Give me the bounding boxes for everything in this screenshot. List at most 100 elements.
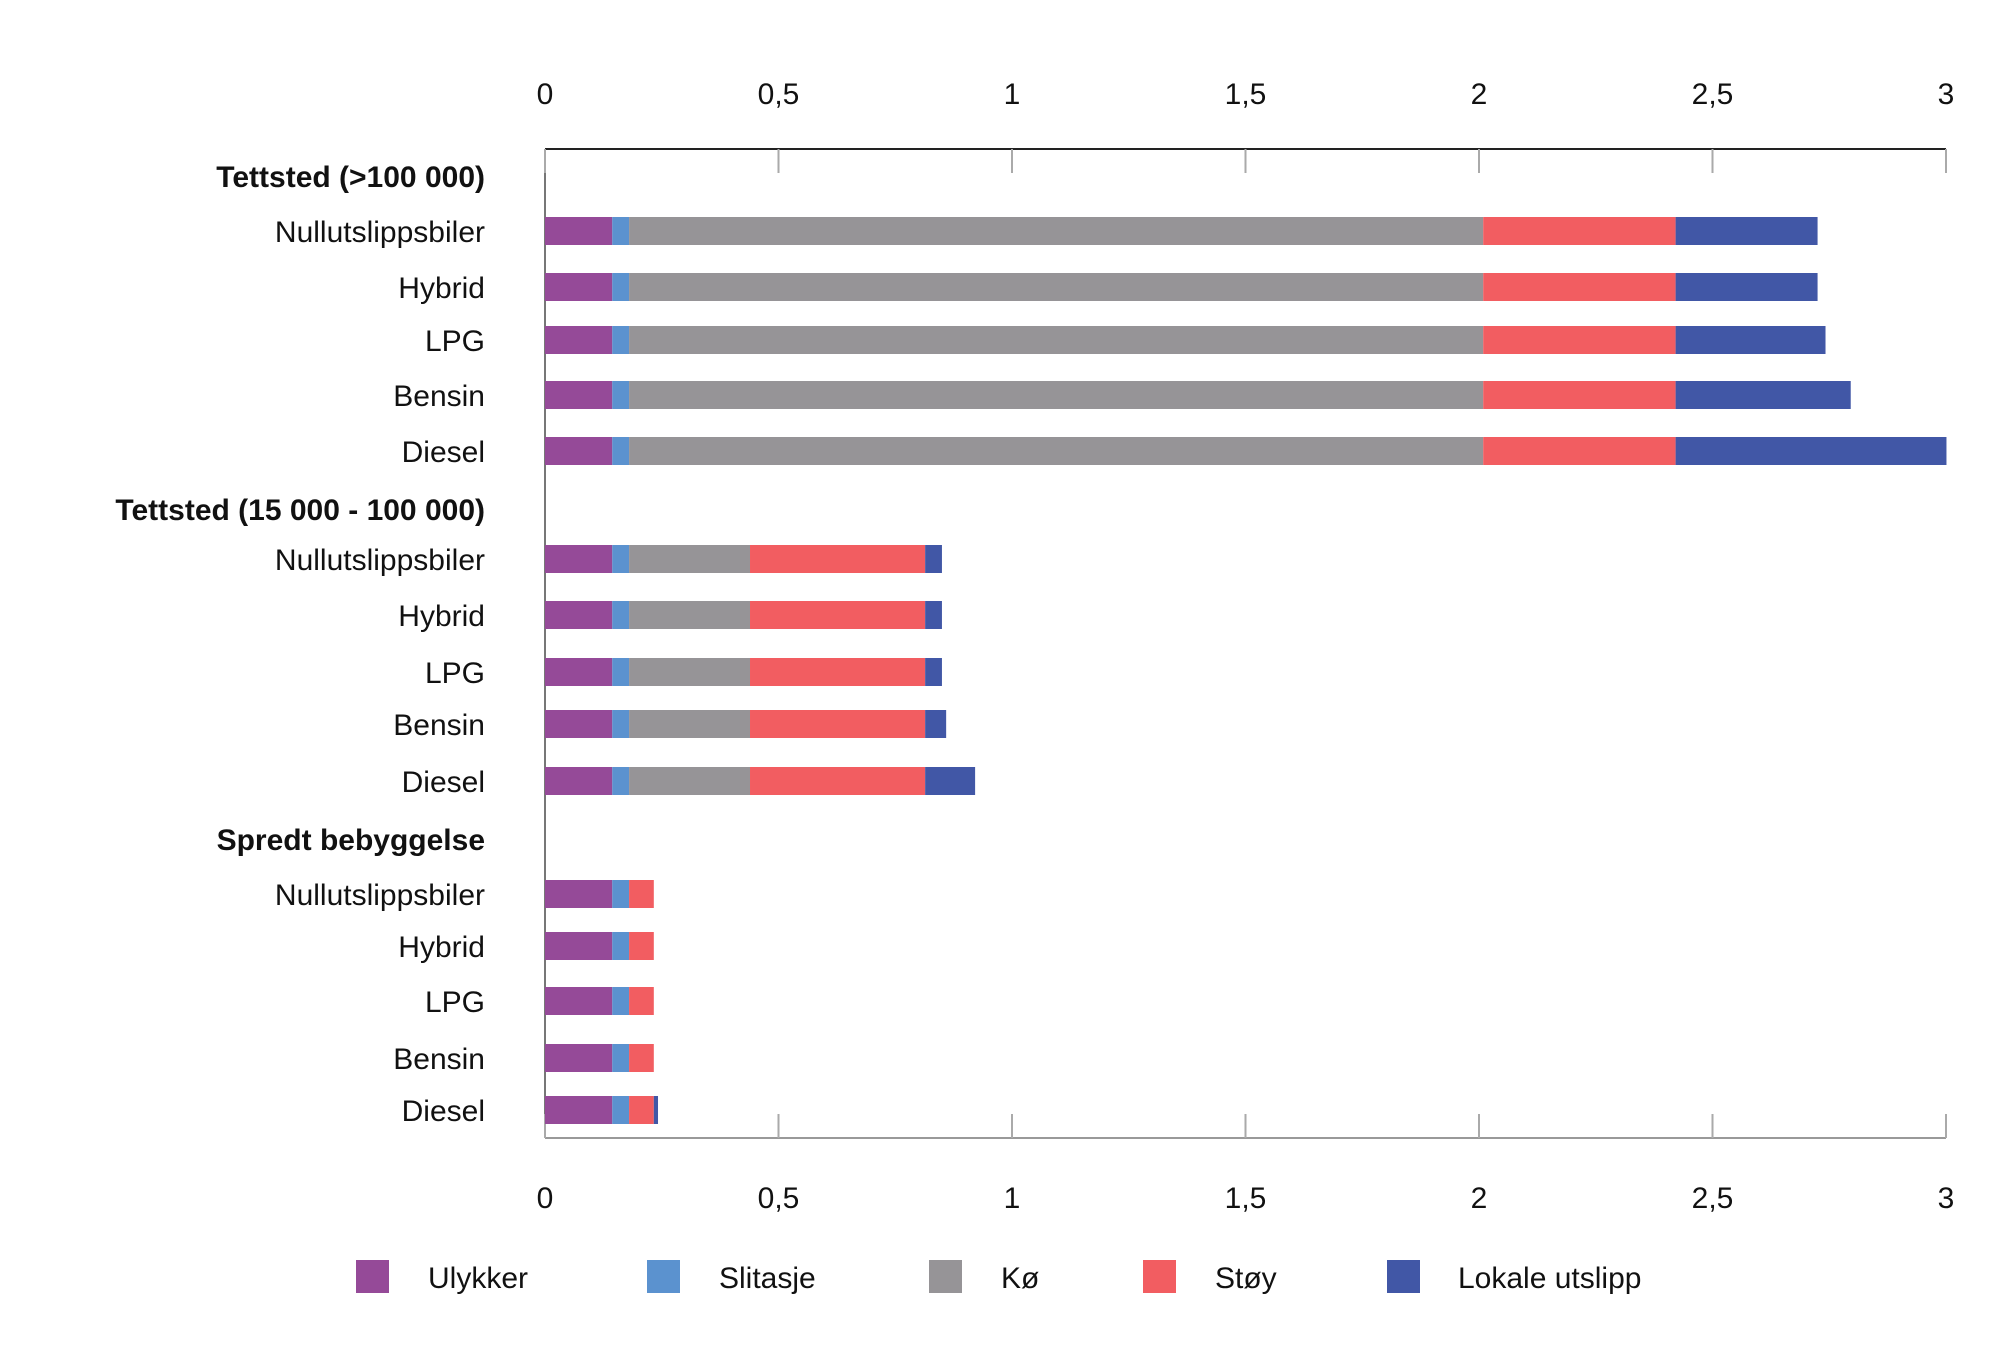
- bar-segment-kø: [629, 381, 1484, 409]
- bar-segment-kø: [629, 273, 1484, 301]
- category-label: Nullutslippsbiler: [275, 216, 485, 249]
- group-title: Tettsted (15 000 - 100 000): [115, 494, 485, 527]
- legend-swatch: [929, 1260, 962, 1293]
- category-label: LPG: [425, 986, 485, 1019]
- bar-segment-ulykker: [545, 326, 613, 354]
- bar-segment-ulykker: [545, 437, 613, 465]
- bar-segment-lokale-utslipp: [653, 1096, 659, 1124]
- bar-segment-ulykker: [545, 273, 613, 301]
- legend-swatch: [647, 1260, 680, 1293]
- group-title: Spredt bebyggelse: [217, 824, 485, 857]
- bar-segment-kø: [629, 767, 751, 795]
- bottom-tick-label: 0: [537, 1182, 554, 1215]
- bar-segment-kø: [629, 326, 1484, 354]
- bar-segment-slitasje: [612, 767, 630, 795]
- bar-segment-kø: [629, 437, 1484, 465]
- bar-segment-slitasje: [612, 710, 630, 738]
- legend-swatch: [1143, 1260, 1176, 1293]
- bar-segment-støy: [750, 767, 926, 795]
- bar-segment-slitasje: [612, 987, 630, 1015]
- bar-segment-lokale-utslipp: [1675, 217, 1818, 245]
- bar-segment-slitasje: [612, 217, 630, 245]
- bar-segment-støy: [750, 658, 926, 686]
- bar-segment-lokale-utslipp: [1675, 273, 1818, 301]
- bar-segment-støy: [1483, 437, 1676, 465]
- bar-segment-lokale-utslipp: [925, 767, 976, 795]
- bar-segment-ulykker: [545, 932, 613, 960]
- category-label: Bensin: [393, 709, 485, 742]
- category-label: Nullutslippsbiler: [275, 544, 485, 577]
- bar-segment-slitasje: [612, 932, 630, 960]
- bar-segment-slitasje: [612, 381, 630, 409]
- bar-segment-ulykker: [545, 880, 613, 908]
- bar-segment-kø: [629, 601, 751, 629]
- bar-segment-slitasje: [612, 437, 630, 465]
- bar-segment-slitasje: [612, 545, 630, 573]
- bar-segment-ulykker: [545, 767, 613, 795]
- bottom-tick-label: 1,5: [1225, 1182, 1267, 1215]
- bar-segment-ulykker: [545, 601, 613, 629]
- bottom-tick-label: 3: [1938, 1182, 1955, 1215]
- bar-segment-slitasje: [612, 658, 630, 686]
- category-label: Hybrid: [398, 600, 485, 633]
- bar-segment-lokale-utslipp: [925, 601, 942, 629]
- category-label: Bensin: [393, 380, 485, 413]
- bar-segment-lokale-utslipp: [925, 710, 947, 738]
- bar-segment-støy: [629, 1096, 654, 1124]
- top-tick-label: 1,5: [1225, 78, 1267, 111]
- bar-segment-ulykker: [545, 1096, 613, 1124]
- category-label: Nullutslippsbiler: [275, 879, 485, 912]
- top-tick-label: 2,5: [1692, 78, 1734, 111]
- bar-segment-slitasje: [612, 601, 630, 629]
- legend-label: Lokale utslipp: [1458, 1262, 1641, 1295]
- top-tick-label: 2: [1471, 78, 1488, 111]
- bar-segment-støy: [629, 1044, 654, 1072]
- legend-swatch: [1387, 1260, 1420, 1293]
- top-tick-label: 0,5: [758, 78, 800, 111]
- legend-label: Slitasje: [719, 1262, 816, 1295]
- legend-label: Ulykker: [428, 1262, 528, 1295]
- bar-segment-lokale-utslipp: [1675, 437, 1947, 465]
- bar-segment-støy: [629, 987, 654, 1015]
- bottom-tick-label: 2: [1471, 1182, 1488, 1215]
- bar-segment-støy: [1483, 273, 1676, 301]
- legend-label: Støy: [1215, 1262, 1277, 1295]
- category-label: Diesel: [402, 1095, 485, 1128]
- bar-segment-lokale-utslipp: [925, 658, 942, 686]
- category-label: Hybrid: [398, 272, 485, 305]
- bar-segment-lokale-utslipp: [1675, 326, 1826, 354]
- bar-segment-kø: [629, 658, 751, 686]
- category-label: LPG: [425, 657, 485, 690]
- bar-segment-støy: [1483, 217, 1676, 245]
- bar-segment-støy: [629, 932, 654, 960]
- bar-segment-ulykker: [545, 217, 613, 245]
- bar-segment-ulykker: [545, 987, 613, 1015]
- category-label: Diesel: [402, 766, 485, 799]
- category-label: Hybrid: [398, 931, 485, 964]
- category-label: Bensin: [393, 1043, 485, 1076]
- bar-segment-slitasje: [612, 326, 630, 354]
- legend-swatch: [356, 1260, 389, 1293]
- bottom-tick-label: 2,5: [1692, 1182, 1734, 1215]
- category-label: Diesel: [402, 436, 485, 469]
- bar-segment-kø: [629, 710, 751, 738]
- bar-segment-slitasje: [612, 880, 630, 908]
- bar-segment-lokale-utslipp: [925, 545, 942, 573]
- bar-segment-ulykker: [545, 545, 613, 573]
- bar-segment-kø: [629, 545, 751, 573]
- bar-segment-støy: [629, 880, 654, 908]
- bar-segment-slitasje: [612, 273, 630, 301]
- top-tick-label: 3: [1938, 78, 1955, 111]
- bar-segment-slitasje: [612, 1096, 630, 1124]
- bar-segment-ulykker: [545, 658, 613, 686]
- top-tick-label: 1: [1004, 78, 1021, 111]
- bottom-tick-label: 0,5: [758, 1182, 800, 1215]
- bar-segment-ulykker: [545, 710, 613, 738]
- bar-segment-lokale-utslipp: [1675, 381, 1851, 409]
- bar-segment-støy: [1483, 381, 1676, 409]
- bar-segment-støy: [750, 601, 926, 629]
- group-title: Tettsted (>100 000): [216, 161, 485, 194]
- bar-segment-kø: [629, 217, 1484, 245]
- legend-label: Kø: [1001, 1262, 1039, 1295]
